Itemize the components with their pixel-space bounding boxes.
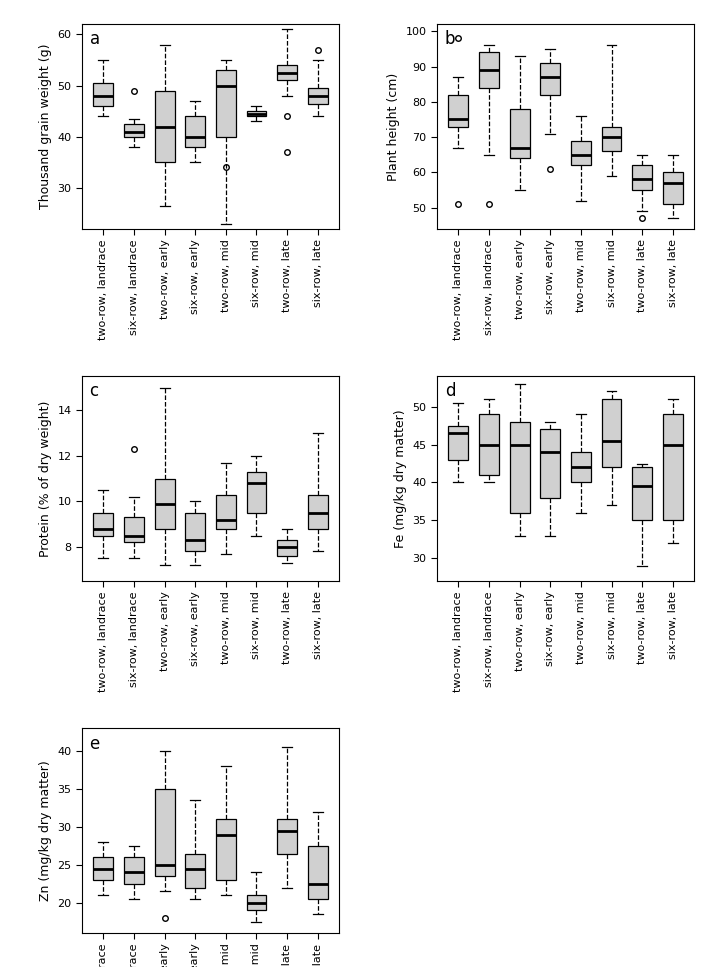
PathPatch shape — [246, 472, 266, 513]
PathPatch shape — [571, 140, 591, 165]
Text: d: d — [444, 382, 455, 400]
PathPatch shape — [632, 467, 652, 520]
PathPatch shape — [216, 71, 236, 136]
PathPatch shape — [510, 422, 530, 513]
PathPatch shape — [93, 513, 113, 536]
Text: b: b — [444, 30, 455, 48]
PathPatch shape — [602, 127, 622, 151]
PathPatch shape — [449, 95, 468, 127]
PathPatch shape — [277, 541, 297, 556]
PathPatch shape — [663, 414, 683, 520]
PathPatch shape — [449, 425, 468, 459]
PathPatch shape — [632, 165, 652, 190]
PathPatch shape — [540, 63, 560, 95]
PathPatch shape — [277, 819, 297, 854]
PathPatch shape — [124, 858, 144, 884]
PathPatch shape — [124, 124, 144, 136]
PathPatch shape — [216, 819, 236, 880]
PathPatch shape — [93, 83, 113, 106]
PathPatch shape — [93, 858, 113, 880]
PathPatch shape — [308, 494, 328, 529]
PathPatch shape — [155, 479, 174, 529]
PathPatch shape — [540, 429, 560, 498]
Y-axis label: Protein (% of dry weight): Protein (% of dry weight) — [38, 400, 52, 557]
PathPatch shape — [246, 895, 266, 910]
PathPatch shape — [185, 116, 205, 147]
PathPatch shape — [308, 88, 328, 103]
PathPatch shape — [571, 453, 591, 483]
PathPatch shape — [479, 52, 499, 88]
PathPatch shape — [602, 399, 622, 467]
PathPatch shape — [479, 414, 499, 475]
PathPatch shape — [155, 789, 174, 876]
Text: c: c — [90, 382, 99, 400]
Text: e: e — [90, 735, 100, 752]
PathPatch shape — [124, 517, 144, 542]
PathPatch shape — [185, 854, 205, 888]
Y-axis label: Fe (mg/kg dry matter): Fe (mg/kg dry matter) — [394, 409, 407, 548]
Y-axis label: Thousand grain weight (g): Thousand grain weight (g) — [38, 44, 52, 209]
PathPatch shape — [308, 846, 328, 899]
Text: a: a — [90, 30, 100, 48]
PathPatch shape — [277, 65, 297, 80]
PathPatch shape — [216, 494, 236, 529]
PathPatch shape — [663, 172, 683, 204]
PathPatch shape — [185, 513, 205, 551]
Y-axis label: Plant height (cm): Plant height (cm) — [387, 73, 400, 181]
PathPatch shape — [510, 109, 530, 159]
PathPatch shape — [246, 111, 266, 116]
PathPatch shape — [155, 91, 174, 162]
Y-axis label: Zn (mg/kg dry matter): Zn (mg/kg dry matter) — [38, 760, 52, 901]
